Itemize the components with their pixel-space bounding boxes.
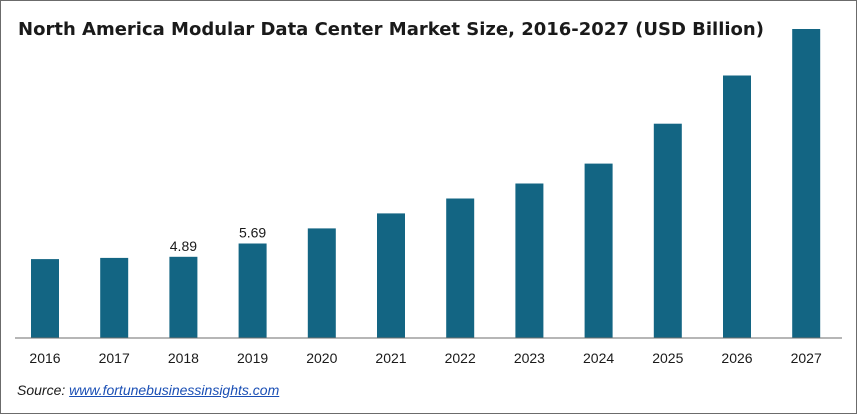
data-label-2018: 4.89 [170,238,197,254]
data-labels: 4.89 5.69 [170,225,267,254]
bar-2016 [31,259,59,338]
x-tick-label-2027: 2027 [791,350,822,366]
source-line: Source: www.fortunebusinessinsights.com [17,382,279,398]
bar-2025 [653,123,682,338]
bar-2027 [792,29,821,338]
data-label-2019: 5.69 [239,225,266,241]
bar-2022 [446,198,475,338]
x-tick-label-2024: 2024 [583,350,614,366]
x-tick-label-2017: 2017 [99,350,130,366]
chart-title: North America Modular Data Center Market… [18,19,764,40]
bar-2020 [307,228,336,338]
x-tick-label-2023: 2023 [514,350,545,366]
source-link[interactable]: www.fortunebusinessinsights.com [69,382,280,398]
bar-2023 [515,183,544,338]
x-tick-label-2019: 2019 [237,350,268,366]
x-tick-label-2026: 2026 [721,350,752,366]
bar-2021 [377,213,405,338]
source-label: Source: [17,382,66,398]
bar-2017 [100,257,129,338]
x-tick-label-2022: 2022 [445,350,476,366]
x-tick-label-2025: 2025 [652,350,683,366]
bar-2026 [723,75,751,338]
bar-2018 [169,256,198,338]
x-tick-label-2020: 2020 [306,350,337,366]
x-tick-label-2018: 2018 [168,350,199,366]
bar-2024 [584,163,613,338]
x-tick-labels: 2016 2017 2018 2019 2020 2021 2022 2023 2024 2025… [29,350,822,366]
bar-2019 [238,243,267,338]
bars-group [31,29,821,338]
x-tick-label-2021: 2021 [375,350,406,366]
x-tick-label-2016: 2016 [29,350,60,366]
